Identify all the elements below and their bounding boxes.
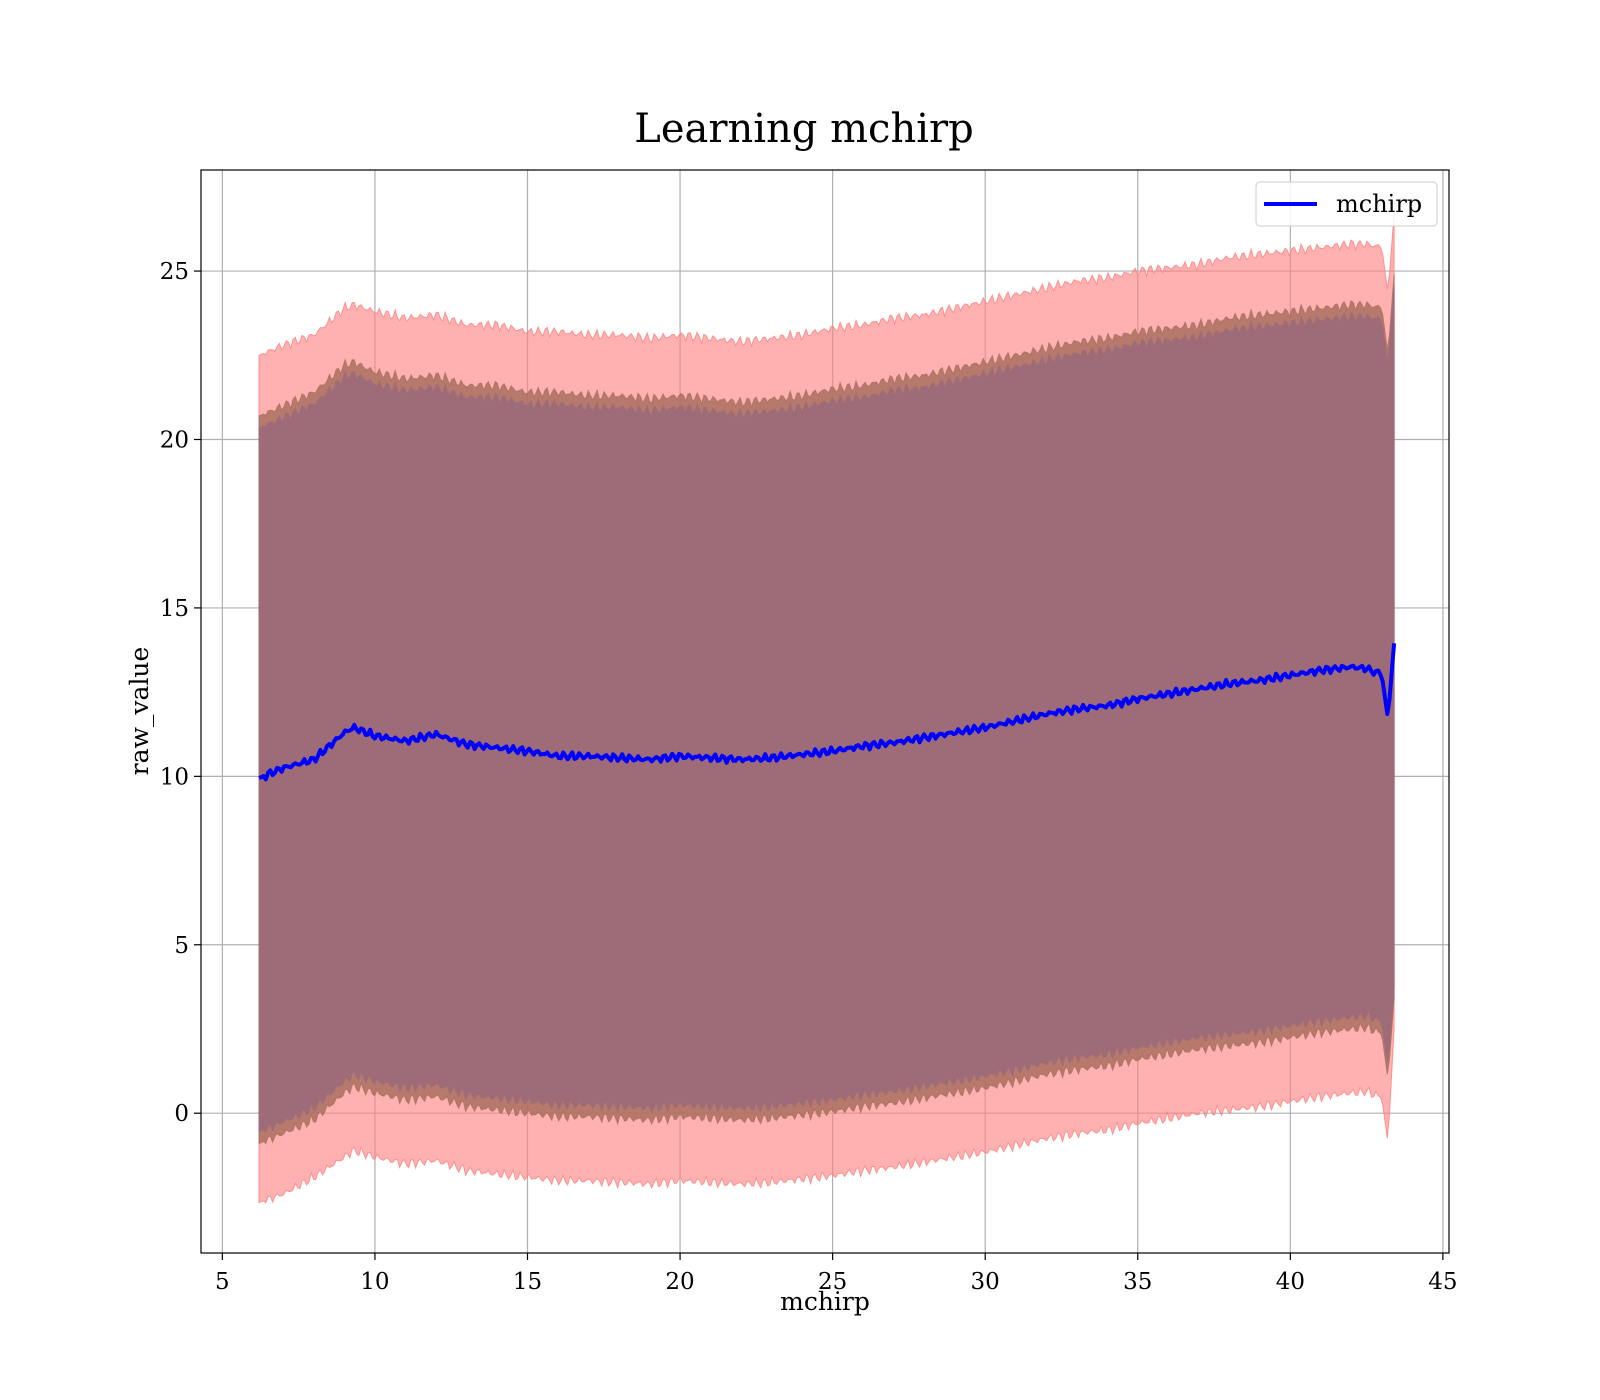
y-tick-label: 20	[160, 427, 189, 453]
x-axis-label: mchirp	[780, 1287, 870, 1316]
y-tick-label: 5	[174, 933, 189, 959]
legend: mchirp	[1255, 181, 1438, 227]
x-tick-label: 25	[818, 1269, 847, 1295]
chart-title: Learning mchirp	[634, 106, 973, 152]
legend-label: mchirp	[1336, 190, 1422, 218]
y-tick-label: 25	[160, 259, 189, 285]
inner-band-area	[258, 286, 1395, 1133]
mchirp-series-line	[258, 643, 1397, 782]
x-tick-label: 30	[971, 1269, 1000, 1295]
band-layer	[258, 213, 1395, 1204]
x-tick-label: 20	[665, 1269, 694, 1295]
y-tick-label: 15	[160, 596, 189, 622]
plot-frame	[200, 169, 1450, 1254]
x-tick-label: 15	[513, 1269, 542, 1295]
y-axis-label: raw_value	[125, 647, 154, 776]
x-tick-label: 40	[1276, 1269, 1305, 1295]
y-tick-label: 10	[160, 764, 189, 790]
x-tick-label: 45	[1428, 1269, 1457, 1295]
line-layer	[258, 643, 1397, 782]
tick-layer: 5 10 15 20 25 30 35 40 45 0 5 10 15 20 25	[160, 259, 1458, 1295]
x-tick-label: 35	[1123, 1269, 1152, 1295]
y-tick-label: 0	[174, 1101, 189, 1127]
legend-box	[1255, 181, 1438, 227]
x-tick-label: 5	[215, 1269, 230, 1295]
x-tick-label: 10	[360, 1269, 389, 1295]
